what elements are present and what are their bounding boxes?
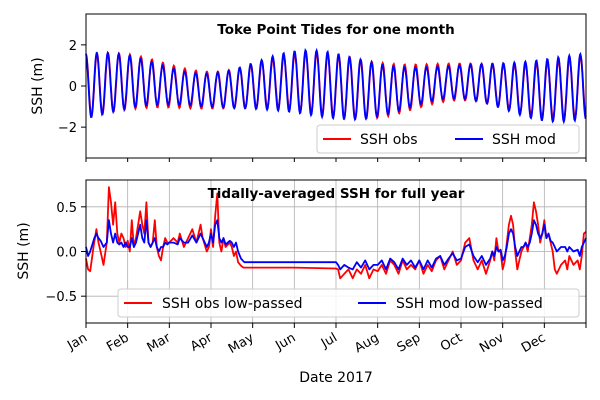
averaged-x-tick-label: Oct [438,330,465,354]
x-axis-label: Date 2017 [299,370,373,386]
averaged-x-tick-label: Aug [352,330,381,356]
averaged-x-tick-label: Apr [188,330,216,355]
tides-series-line-mod [85,47,587,125]
averaged-x-tick-label: May [226,330,257,357]
legend-label-ssh-obs-low-passed: SSH obs low-passed [162,296,302,312]
averaged-legend: SSH obs low-passed SSH mod low-passed [117,288,580,318]
averaged-x-ticks: Jan Feb Mar Apr May Jun Jul Aug Sep Oct Nov Dec [64,323,587,357]
averaged-x-tick-label: Feb [104,330,131,355]
averaged-x-tick-label: Dec [519,330,548,356]
averaged-series-line-obs [85,186,587,280]
averaged-x-tick-label: Jul [318,330,340,351]
averaged-legend-box [117,288,580,318]
averaged-x-tick-label: Jun [272,330,298,354]
averaged-y-axis-label: SSH (m) [16,222,32,279]
tides-panel: −2 0 2 Toke Point Tides for one month SSH … [30,13,587,162]
averaged-panel: 0.5 0.0 −0.5 Jan Feb Mar Apr May Jun Jul Aug Sep Oc… [16,179,587,386]
legend-label-ssh-mod: SSH mod [492,132,556,148]
averaged-x-tick-label: Jan [64,330,90,354]
averaged-series-line-mod [85,219,587,271]
averaged-y-tick-label: 0.5 [56,201,77,216]
averaged-axes-frame [85,179,587,324]
tides-y-axis-label: SSH (m) [30,57,46,114]
tides-y-tick-label: −2 [58,121,77,136]
averaged-series [85,186,587,280]
tides-title: Toke Point Tides for one month [217,22,454,38]
averaged-x-tick-label: Nov [477,330,507,356]
tides-legend: SSH obs SSH mod [316,124,580,154]
tides-y-ticks: −2 0 2 [58,39,86,136]
averaged-y-ticks: 0.5 0.0 −0.5 [45,201,86,305]
averaged-title: Tidally-averaged SSH for full year [208,186,465,202]
tides-series [85,47,587,125]
legend-label-ssh-obs: SSH obs [360,132,418,148]
tides-legend-box [316,124,580,154]
tides-y-tick-label: 0 [69,80,77,95]
averaged-y-tick-label: −0.5 [45,290,77,305]
legend-label-ssh-mod-low-passed: SSH mod low-passed [396,296,543,312]
averaged-x-tick-label: Sep [395,330,424,355]
averaged-x-tick-label: Mar [145,330,174,356]
tides-y-tick-label: 2 [69,39,77,54]
tides-axes-frame [85,13,587,159]
tides-x-ticks [85,158,587,162]
averaged-y-tick-label: 0.0 [56,246,77,261]
